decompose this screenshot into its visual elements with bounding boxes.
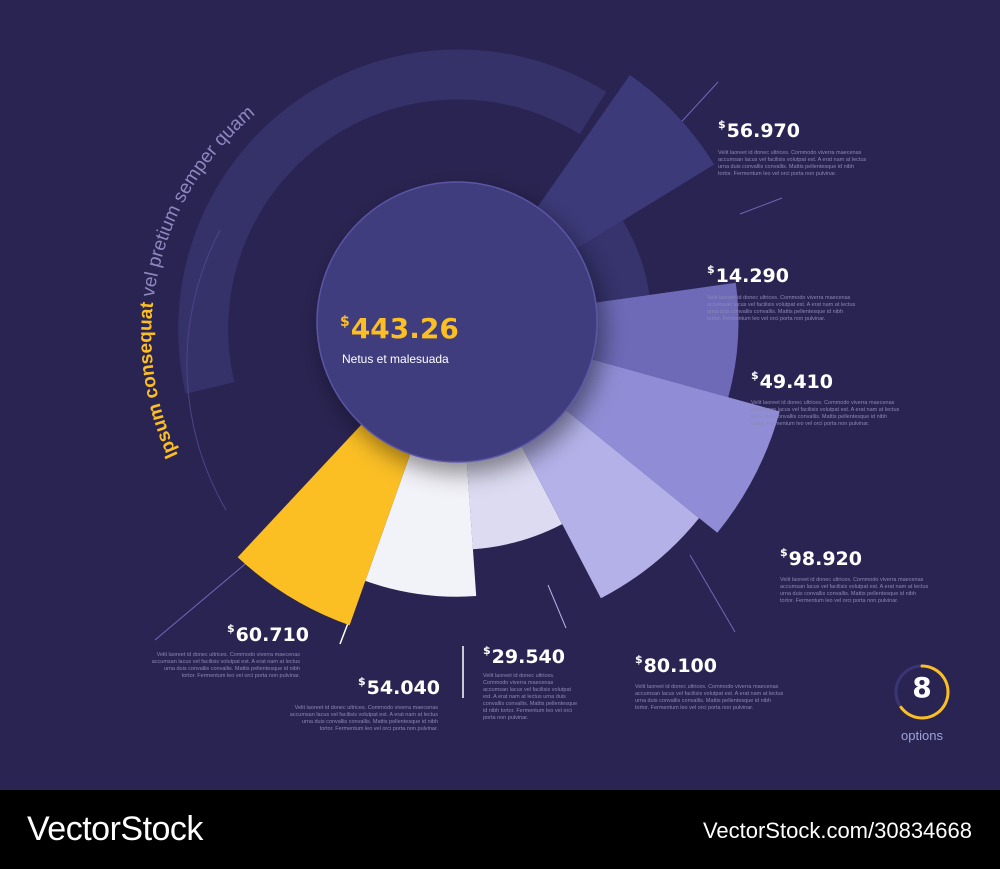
currency-symbol: $ [483, 644, 491, 657]
guide-line-bottom [154, 559, 251, 641]
total-label: Netus et malesuada [342, 352, 449, 366]
currency-symbol: $ [707, 263, 715, 276]
total-value: $443.26 [340, 312, 459, 345]
center-disc [316, 181, 598, 463]
value-amount: 29.540 [491, 646, 565, 668]
total-amount: 443.26 [350, 312, 459, 345]
value-amount: 80.100 [643, 655, 717, 677]
options-label: options [901, 728, 943, 743]
description-60710: Velit laoreet id donec ultrices. Commodo… [151, 652, 300, 679]
options-count: 8 [912, 671, 932, 704]
radial-chart: Ipsum consequat vel pretium semper quam [135, 49, 950, 720]
description-98920: Velit laoreet id donec ultrices. Commodo… [780, 577, 929, 604]
guide-arc [186, 229, 227, 511]
description-54040: Velit laoreet id donec ultrices. Commodo… [289, 705, 438, 732]
total-currency: $ [340, 314, 350, 330]
description-80100: Velit laoreet id donec ultrices. Commodo… [635, 684, 784, 711]
currency-symbol: $ [751, 369, 759, 382]
slice-49410 [457, 282, 739, 398]
currency-symbol: $ [780, 546, 788, 559]
description-56970: Velit laoreet id donec ultrices. Commodo… [718, 150, 867, 177]
connector-98920 [689, 554, 736, 633]
currency-symbol: $ [718, 118, 726, 131]
currency-symbol: $ [227, 622, 235, 635]
image-id: VectorStock.com/30834668 [702, 818, 972, 843]
value-label-14290: $14.290 [707, 263, 789, 287]
brand-logo: VectorStock [27, 810, 203, 848]
description-29540: Velit laoreet id donec ultrices. Commodo… [483, 673, 578, 721]
arc-title-highlight: Ipsum consequat [135, 295, 182, 461]
footer-bar [0, 790, 1000, 869]
value-label-56970: $56.970 [718, 118, 800, 142]
value-amount: 60.710 [235, 624, 309, 646]
value-amount: 49.410 [759, 371, 833, 393]
value-label-80100: $80.100 [635, 653, 717, 677]
description-14290: Velit laoreet id donec ultrices. Commodo… [707, 295, 856, 322]
connector-80100 [547, 584, 567, 629]
value-amount: 56.970 [726, 120, 800, 142]
currency-symbol: $ [358, 675, 366, 688]
value-amount: 14.290 [715, 265, 789, 287]
value-label-60710: $60.710 [227, 622, 309, 646]
currency-symbol: $ [635, 653, 643, 666]
value-label-54040: $54.040 [358, 675, 440, 699]
value-label-98920: $98.920 [780, 546, 862, 570]
value-label-29540: $29.540 [483, 644, 565, 668]
description-49410: Velit laoreet id donec ultrices. Commodo… [751, 400, 900, 427]
connector-56970 [739, 197, 783, 215]
options-dial-progress [899, 664, 950, 720]
value-label-49410: $49.410 [751, 369, 833, 393]
value-amount: 54.040 [366, 677, 440, 699]
background-ring [178, 49, 607, 394]
value-amount: 98.920 [788, 548, 862, 570]
